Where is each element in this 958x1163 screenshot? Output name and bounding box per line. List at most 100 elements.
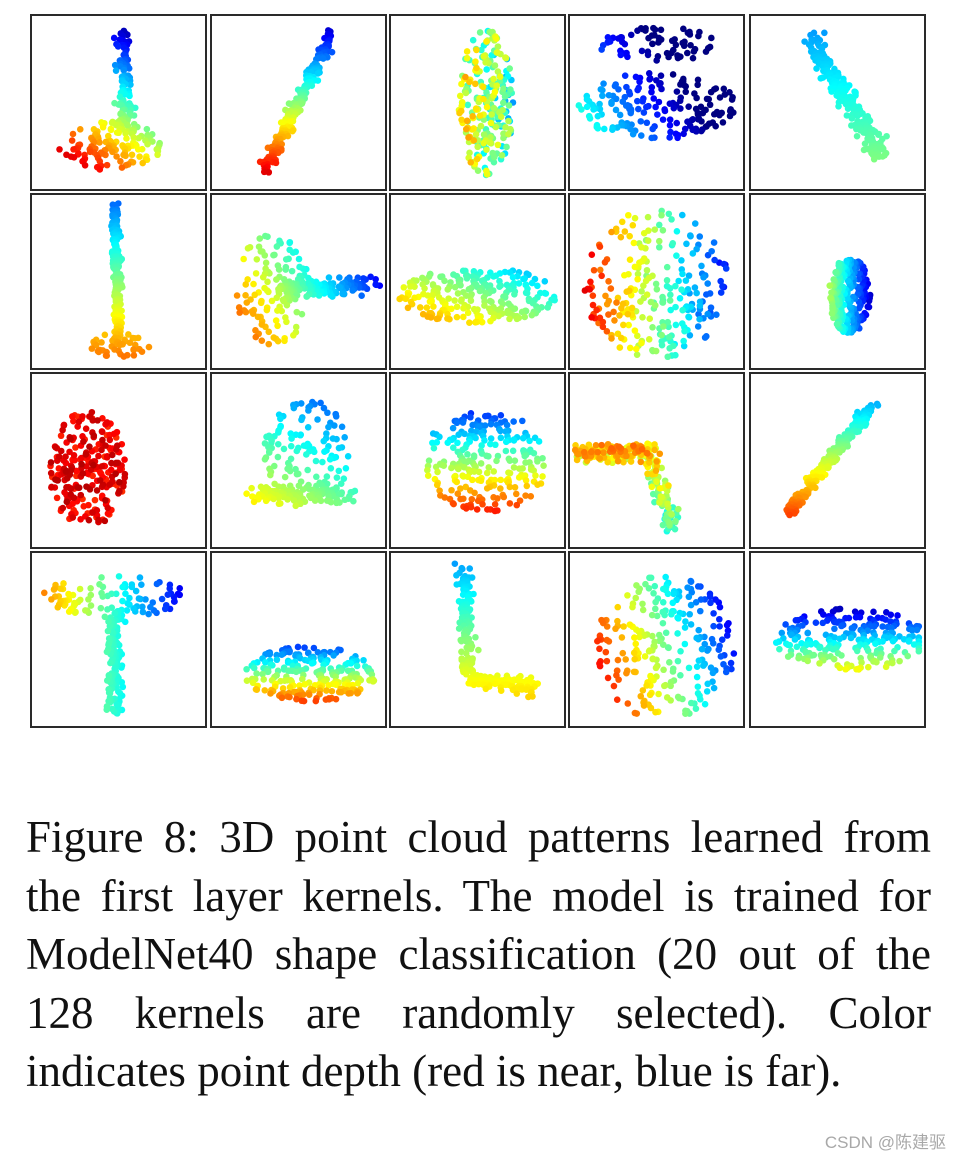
point <box>256 235 264 242</box>
point <box>578 106 585 113</box>
point <box>694 76 702 84</box>
point <box>644 213 652 221</box>
point <box>652 103 659 111</box>
point <box>98 446 105 454</box>
point <box>513 690 521 697</box>
point <box>464 309 472 317</box>
point <box>473 46 480 54</box>
point <box>648 134 655 142</box>
point <box>603 636 611 644</box>
point <box>69 514 77 521</box>
point <box>730 650 738 657</box>
point <box>613 299 620 306</box>
point <box>480 131 488 138</box>
point <box>610 308 617 316</box>
point <box>612 225 620 233</box>
point <box>124 122 132 129</box>
point <box>709 669 717 677</box>
point <box>519 417 526 425</box>
point <box>831 634 839 641</box>
point <box>111 610 118 617</box>
point <box>693 634 700 642</box>
point <box>144 140 151 148</box>
point <box>323 497 331 504</box>
point <box>85 516 93 524</box>
point <box>720 660 727 668</box>
point <box>478 318 486 326</box>
point <box>715 646 723 653</box>
point <box>712 596 719 603</box>
point <box>506 65 513 72</box>
point <box>103 419 111 426</box>
point <box>80 438 87 445</box>
point <box>323 687 330 694</box>
point <box>603 657 611 665</box>
point <box>128 151 136 159</box>
point <box>593 306 600 314</box>
point <box>703 95 711 103</box>
point <box>63 467 70 475</box>
point <box>692 599 700 606</box>
point <box>672 282 679 290</box>
point <box>673 119 681 127</box>
point <box>253 256 261 263</box>
point <box>644 450 651 457</box>
point <box>323 473 331 480</box>
point <box>451 283 459 291</box>
point <box>682 88 690 96</box>
point <box>112 446 120 453</box>
point <box>75 418 83 426</box>
point <box>424 313 431 320</box>
point <box>655 39 662 46</box>
point <box>503 143 510 151</box>
point <box>455 431 462 439</box>
point <box>474 143 481 151</box>
point <box>605 91 613 99</box>
point <box>678 257 685 264</box>
point <box>506 483 514 491</box>
point <box>319 458 326 466</box>
point <box>487 420 495 428</box>
point <box>481 437 488 444</box>
point <box>65 590 72 598</box>
point <box>106 481 113 489</box>
point <box>511 484 519 491</box>
point <box>98 150 106 157</box>
point <box>448 464 455 472</box>
point <box>310 644 318 652</box>
point <box>490 75 497 83</box>
point <box>511 291 518 298</box>
point-cloud-plot <box>571 440 682 535</box>
point <box>860 146 868 154</box>
point <box>875 131 882 138</box>
point <box>614 603 622 611</box>
point <box>475 646 482 654</box>
point <box>580 448 588 456</box>
point <box>619 98 627 105</box>
point <box>698 645 706 653</box>
point <box>492 441 499 449</box>
point <box>685 103 692 110</box>
point <box>123 607 131 614</box>
point <box>665 482 672 489</box>
point <box>57 432 65 440</box>
point <box>593 123 601 131</box>
point <box>534 458 541 465</box>
point-cloud-plot <box>826 256 874 336</box>
point <box>67 491 75 498</box>
point <box>317 399 324 407</box>
point <box>88 345 96 352</box>
point <box>636 259 643 266</box>
point <box>372 281 379 288</box>
point <box>696 315 703 323</box>
point <box>638 288 645 295</box>
point <box>684 584 691 591</box>
point <box>103 706 111 714</box>
point <box>682 277 690 284</box>
point <box>258 337 266 344</box>
point <box>695 657 703 664</box>
point <box>835 262 842 269</box>
point <box>330 652 337 659</box>
point <box>629 603 636 611</box>
point <box>282 256 290 263</box>
